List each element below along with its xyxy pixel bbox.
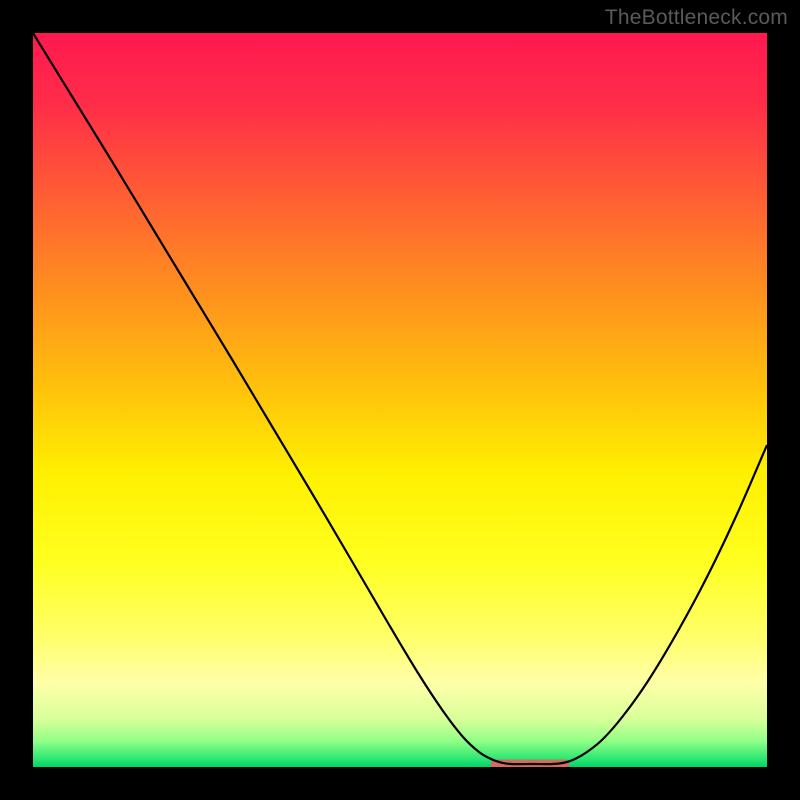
plot-area [33, 33, 767, 767]
watermark-text: TheBottleneck.com [605, 6, 788, 30]
bottleneck-curve [33, 33, 767, 767]
v-curve-line [33, 33, 767, 764]
